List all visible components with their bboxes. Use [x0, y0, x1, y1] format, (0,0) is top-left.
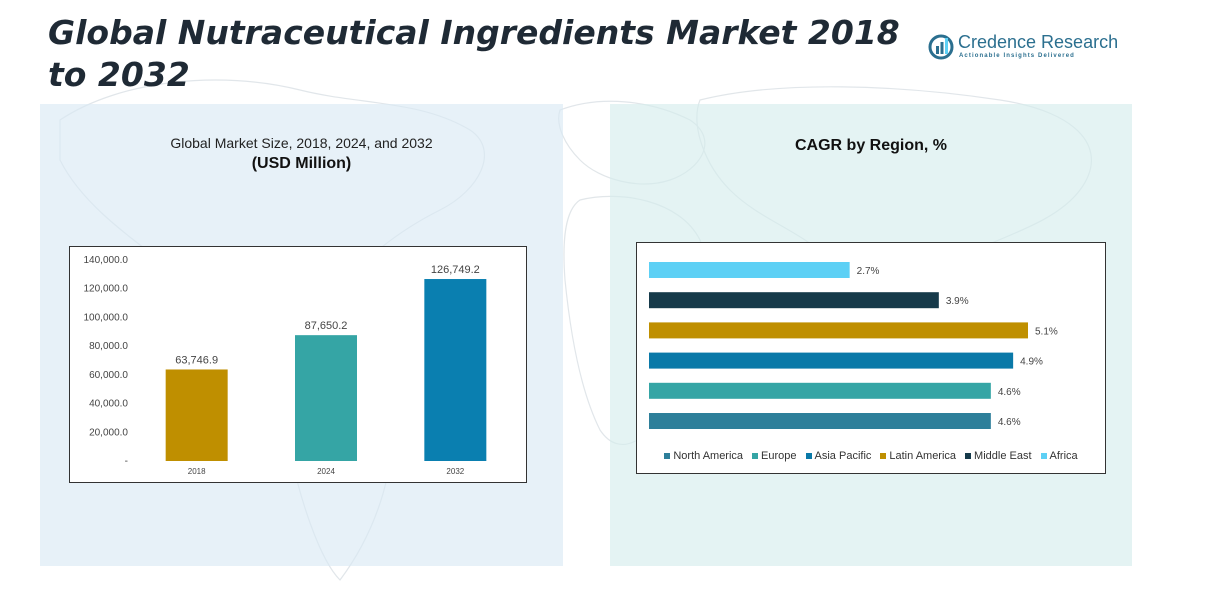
legend-item-middle_east: Middle East: [965, 450, 1032, 462]
cagr-bar-middle_east: [649, 292, 939, 309]
y-tick-label: 40,000.0: [89, 399, 128, 410]
y-tick-label: 120,000.0: [84, 284, 129, 295]
legend-label: Europe: [761, 450, 797, 462]
page-title: Global Nutraceutical Ingredients Market …: [48, 13, 900, 94]
cagr-value-label: 4.6%: [998, 387, 1021, 398]
y-tick-label: 80,000.0: [89, 341, 128, 352]
legend-label: Asia Pacific: [814, 450, 872, 462]
legend-label: North America: [673, 450, 744, 462]
legend-label: Middle East: [974, 450, 1032, 462]
y-tick-label: 100,000.0: [84, 312, 129, 323]
market-size-unit: (USD Million): [251, 155, 352, 172]
legend-label: Africa: [1049, 450, 1078, 462]
cagr-bar-latin_america: [649, 322, 1028, 339]
legend-item-africa: Africa: [1040, 450, 1078, 462]
y-tick-label: 60,000.0: [89, 370, 128, 381]
legend-swatch: [664, 453, 671, 459]
legend-swatch: [1040, 453, 1047, 459]
brand-logo: Credence Research Actionable Insights De…: [928, 32, 1118, 66]
market-size-title: Global Market Size, 2018, 2024, and 2032: [170, 135, 433, 151]
legend-swatch: [880, 453, 887, 459]
bar-value-label: 126,749.2: [431, 264, 480, 276]
cagr-bar-chart: 4.6% 4.6% 4.9% 5.1% 3.9% 2.7%: [649, 262, 1058, 429]
legend-item-latin_america: Latin America: [880, 450, 956, 462]
y-tick-label: 20,000.0: [89, 427, 128, 438]
legend-swatch: [805, 453, 812, 459]
credence-logo-icon: [928, 34, 954, 60]
bar-2018: [165, 369, 228, 461]
cagr-value-label: 4.9%: [1020, 357, 1043, 368]
cagr-value-label: 3.9%: [946, 296, 969, 307]
legend-swatch: [752, 453, 759, 459]
cagr-bar-africa: [649, 262, 850, 278]
bar-value-label: 63,746.9: [175, 354, 218, 366]
logo-name: Credence Research: [958, 32, 1119, 52]
y-tick-label: 140,000.0: [84, 255, 129, 266]
cagr-value-label: 2.7%: [857, 266, 880, 277]
bar-value-label: 87,650.2: [305, 320, 348, 332]
cagr-bar-europe: [649, 382, 991, 399]
market-size-bar-chart: - 20,000.0 40,000.0 60,000.0 80,000.0 100,000…: [84, 255, 487, 476]
bar-2032: [424, 279, 487, 461]
legend-item-europe: Europe: [752, 450, 797, 462]
cagr-bar-north_america: [649, 413, 991, 429]
x-tick-label: 2032: [446, 467, 464, 476]
x-tick-label: 2018: [188, 467, 206, 476]
logo-tagline: Actionable Insights Delivered: [959, 53, 1075, 59]
cagr-title: CAGR by Region, %: [794, 137, 947, 154]
market-size-chart: - 20,000.0 40,000.0 60,000.0 80,000.0 100,000…: [69, 246, 527, 483]
cagr-chart: 4.6% 4.6% 4.9% 5.1% 3.9% 2.7% North America Eu…: [636, 242, 1106, 474]
bar-2024: [295, 335, 357, 461]
cagr-value-label: 5.1%: [1035, 326, 1058, 337]
cagr-legend: North America Europe Asia Pacific Latin Ame…: [637, 450, 1105, 462]
y-tick-label: -: [125, 456, 128, 467]
legend-swatch: [965, 453, 972, 459]
cagr-value-label: 4.6%: [998, 417, 1021, 428]
cagr-bar-asia_pacific: [649, 352, 1014, 369]
x-tick-label: 2024: [317, 467, 335, 476]
legend-item-asia_pacific: Asia Pacific: [805, 450, 872, 462]
legend-item-north_america: North America: [664, 450, 743, 462]
legend-label: Latin America: [889, 450, 957, 462]
